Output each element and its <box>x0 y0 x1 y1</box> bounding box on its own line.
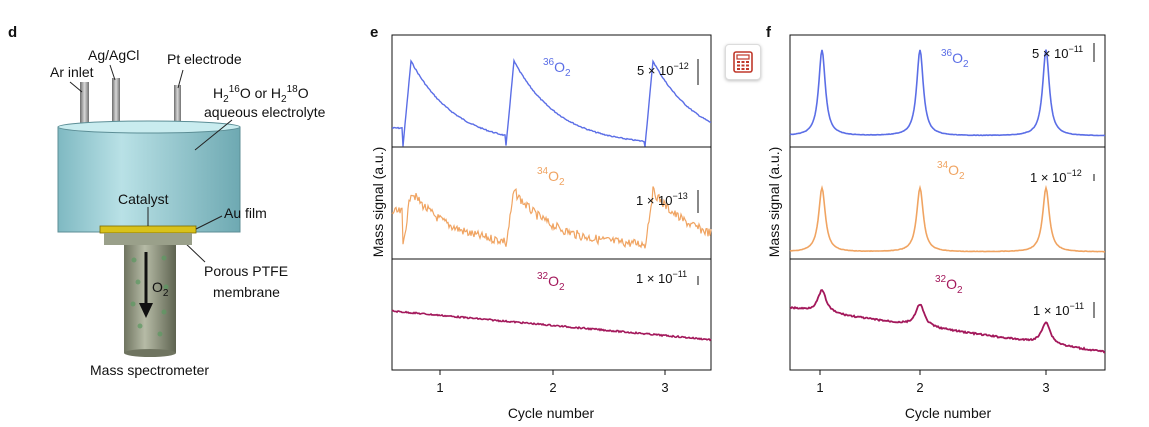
oxygen-bubbles <box>130 255 169 337</box>
o2-label: O2 <box>152 279 169 299</box>
catalyst-label: Catalyst <box>118 191 169 207</box>
membrane-flange <box>104 233 192 245</box>
au-film-label: Au film <box>224 205 267 221</box>
panel-e-xlabel: Cycle number <box>508 405 595 421</box>
ptfe-label-line1: Porous PTFE <box>204 263 288 279</box>
ar-inlet-label: Ar inlet <box>50 64 94 80</box>
o2-flow-arrowhead <box>139 303 153 318</box>
pt-electrode <box>174 85 181 127</box>
panel-f-xlabel: Cycle number <box>905 405 992 421</box>
pt-leader <box>177 69 184 89</box>
panel-f-species-32: 32O2 <box>935 274 963 296</box>
electrolyte-label-line1: H216O or H218O <box>213 84 309 105</box>
panel-label-e: e <box>370 24 378 41</box>
agagcl-label: Ag/AgCl <box>88 47 139 63</box>
panel-f-trace-34o2 <box>789 184 1106 253</box>
electrolyte-cell <box>57 126 241 233</box>
electrolyte-leader <box>194 119 233 151</box>
panel-label-d: d <box>8 24 17 41</box>
au-film <box>99 225 197 234</box>
ms-inlet-tube <box>124 245 176 353</box>
ptfe-label-line2: membrane <box>213 284 280 300</box>
panel-e-scalebar-text-2: 1 × 10−13 <box>636 191 688 208</box>
panel-e-xtick-1: 1 <box>436 380 443 395</box>
ar-inlet-tube <box>80 82 89 127</box>
ar-inlet-leader <box>69 81 83 93</box>
panel-e-species-32: 32O2 <box>537 271 565 293</box>
panel-f-xtick-3: 3 <box>1042 380 1049 395</box>
panel-f-species-36: 36O2 <box>941 48 969 70</box>
cell-top-surface <box>57 120 241 134</box>
panel-f-xtick-2: 2 <box>916 380 923 395</box>
mass-spectrometer-label: Mass spectrometer <box>90 362 209 378</box>
calculator-button[interactable] <box>725 44 761 80</box>
panel-e-trace-36o2 <box>391 58 712 147</box>
tube-bottom <box>124 349 176 357</box>
panel-e-species-34: 34O2 <box>537 166 565 188</box>
panel-f-trace-36o2 <box>789 49 1106 137</box>
panel-f-ylabel: Mass signal (a.u.) <box>766 147 782 257</box>
agagcl-electrode <box>112 78 120 127</box>
agagcl-leader <box>109 64 116 81</box>
pt-electrode-label: Pt electrode <box>167 51 242 67</box>
panel-f-species-34: 34O2 <box>937 160 965 182</box>
au-film-leader <box>195 215 223 230</box>
panel-e-xtick-3: 3 <box>661 380 668 395</box>
calculator-icon <box>733 51 753 73</box>
electrolyte-label-line2: aqueous electrolyte <box>204 104 326 120</box>
panel-f-xticks: 1 2 3 <box>816 370 1050 395</box>
panel-f-frame <box>789 34 1106 371</box>
panel-f-trace-32o2 <box>789 289 1106 354</box>
panel-label-f: f <box>766 24 772 41</box>
panel-f-scalebar-text-3: 1 × 10−11 <box>1033 301 1084 318</box>
panel-e-scalebar-text-3: 1 × 10−11 <box>636 269 687 286</box>
panel-f-scalebar-text-2: 1 × 10−12 <box>1030 168 1082 185</box>
panel-e-scalebar-text-1: 5 × 10−12 <box>637 61 689 78</box>
panel-e-frame <box>391 34 712 371</box>
panel-e-xtick-2: 2 <box>549 380 556 395</box>
panel-e-ylabel: Mass signal (a.u.) <box>370 147 386 257</box>
panel-f-xtick-1: 1 <box>816 380 823 395</box>
panel-e-species-36: 36O2 <box>543 57 571 79</box>
panel-e-trace-32o2 <box>391 309 712 342</box>
panel-e-xticks: 1 2 3 <box>436 370 669 395</box>
panel-f-scalebar-text-1: 5 × 10−11 <box>1032 44 1083 61</box>
panel-e-trace-34o2 <box>391 186 712 249</box>
